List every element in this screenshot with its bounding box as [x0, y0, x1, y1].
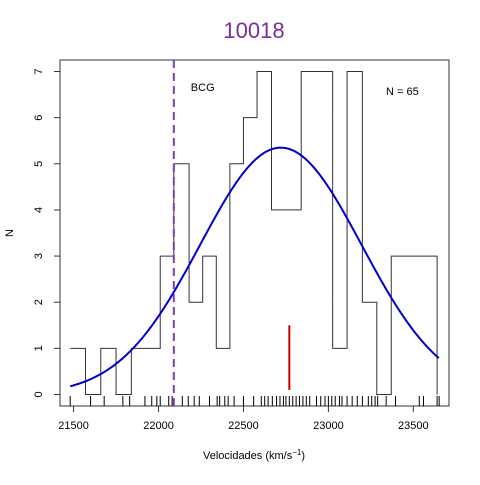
y-tick-label: 0: [33, 391, 45, 397]
x-tick-label: 23000: [313, 420, 344, 432]
x-axis: 21500 22000 22500 23000 23500: [58, 406, 429, 432]
y-tick-label: 7: [33, 68, 45, 74]
bcg-label: BCG: [191, 82, 215, 94]
y-axis-label: N: [4, 229, 16, 237]
y-tick-label: 3: [33, 253, 45, 259]
histogram-bin: [285, 210, 301, 395]
x-tick-label: 23500: [398, 420, 429, 432]
y-tick-label: 6: [33, 115, 45, 121]
histogram-bin: [257, 72, 271, 395]
chart-title: 10018: [223, 18, 284, 43]
histogram-bin: [230, 164, 244, 395]
x-axis-label-close: ): [301, 450, 305, 462]
x-axis-label-text: Velocidades (km/s: [203, 450, 293, 462]
gaussian-fit-layer: [69, 146, 440, 388]
histogram-bin: [160, 256, 174, 394]
x-axis-label-superscript: −1: [292, 448, 302, 457]
histogram-bin: [421, 256, 437, 394]
histogram-bin: [189, 302, 203, 394]
histogram-bin: [391, 256, 405, 394]
y-axis: 0 1 2 3 4 5 6 7: [33, 68, 60, 398]
histogram-layer: [70, 71, 438, 395]
y-tick-label: 1: [33, 345, 45, 351]
histogram-bin: [301, 72, 332, 395]
n-count-box: N = 65: [376, 78, 436, 102]
histogram-bin: [203, 256, 217, 394]
histogram-outline: [70, 71, 438, 395]
histogram-bin: [101, 348, 116, 394]
x-tick-label: 22000: [143, 420, 174, 432]
bcg-layer: BCG: [172, 60, 215, 406]
n-count-background: [376, 78, 436, 102]
x-tick-label: 22500: [228, 420, 259, 432]
histogram-bin: [271, 210, 285, 395]
histogram-bin: [131, 348, 160, 394]
rug-layer: [69, 396, 440, 406]
y-tick-label: 2: [33, 299, 45, 305]
histogram-bin: [216, 348, 230, 394]
histogram-bin: [333, 348, 347, 394]
x-axis-label: Velocidades (km/s−1): [203, 448, 305, 462]
n-count-label: N = 65: [386, 86, 419, 98]
histogram-bin: [406, 256, 421, 394]
y-tick-label: 4: [33, 207, 45, 213]
gaussian-fit-curve: [69, 146, 440, 388]
histogram-bin: [362, 302, 376, 394]
histogram-bin: [70, 348, 85, 394]
x-tick-label: 21500: [58, 420, 89, 432]
plot-frame: [59, 59, 450, 407]
y-tick-label: 5: [33, 161, 45, 167]
